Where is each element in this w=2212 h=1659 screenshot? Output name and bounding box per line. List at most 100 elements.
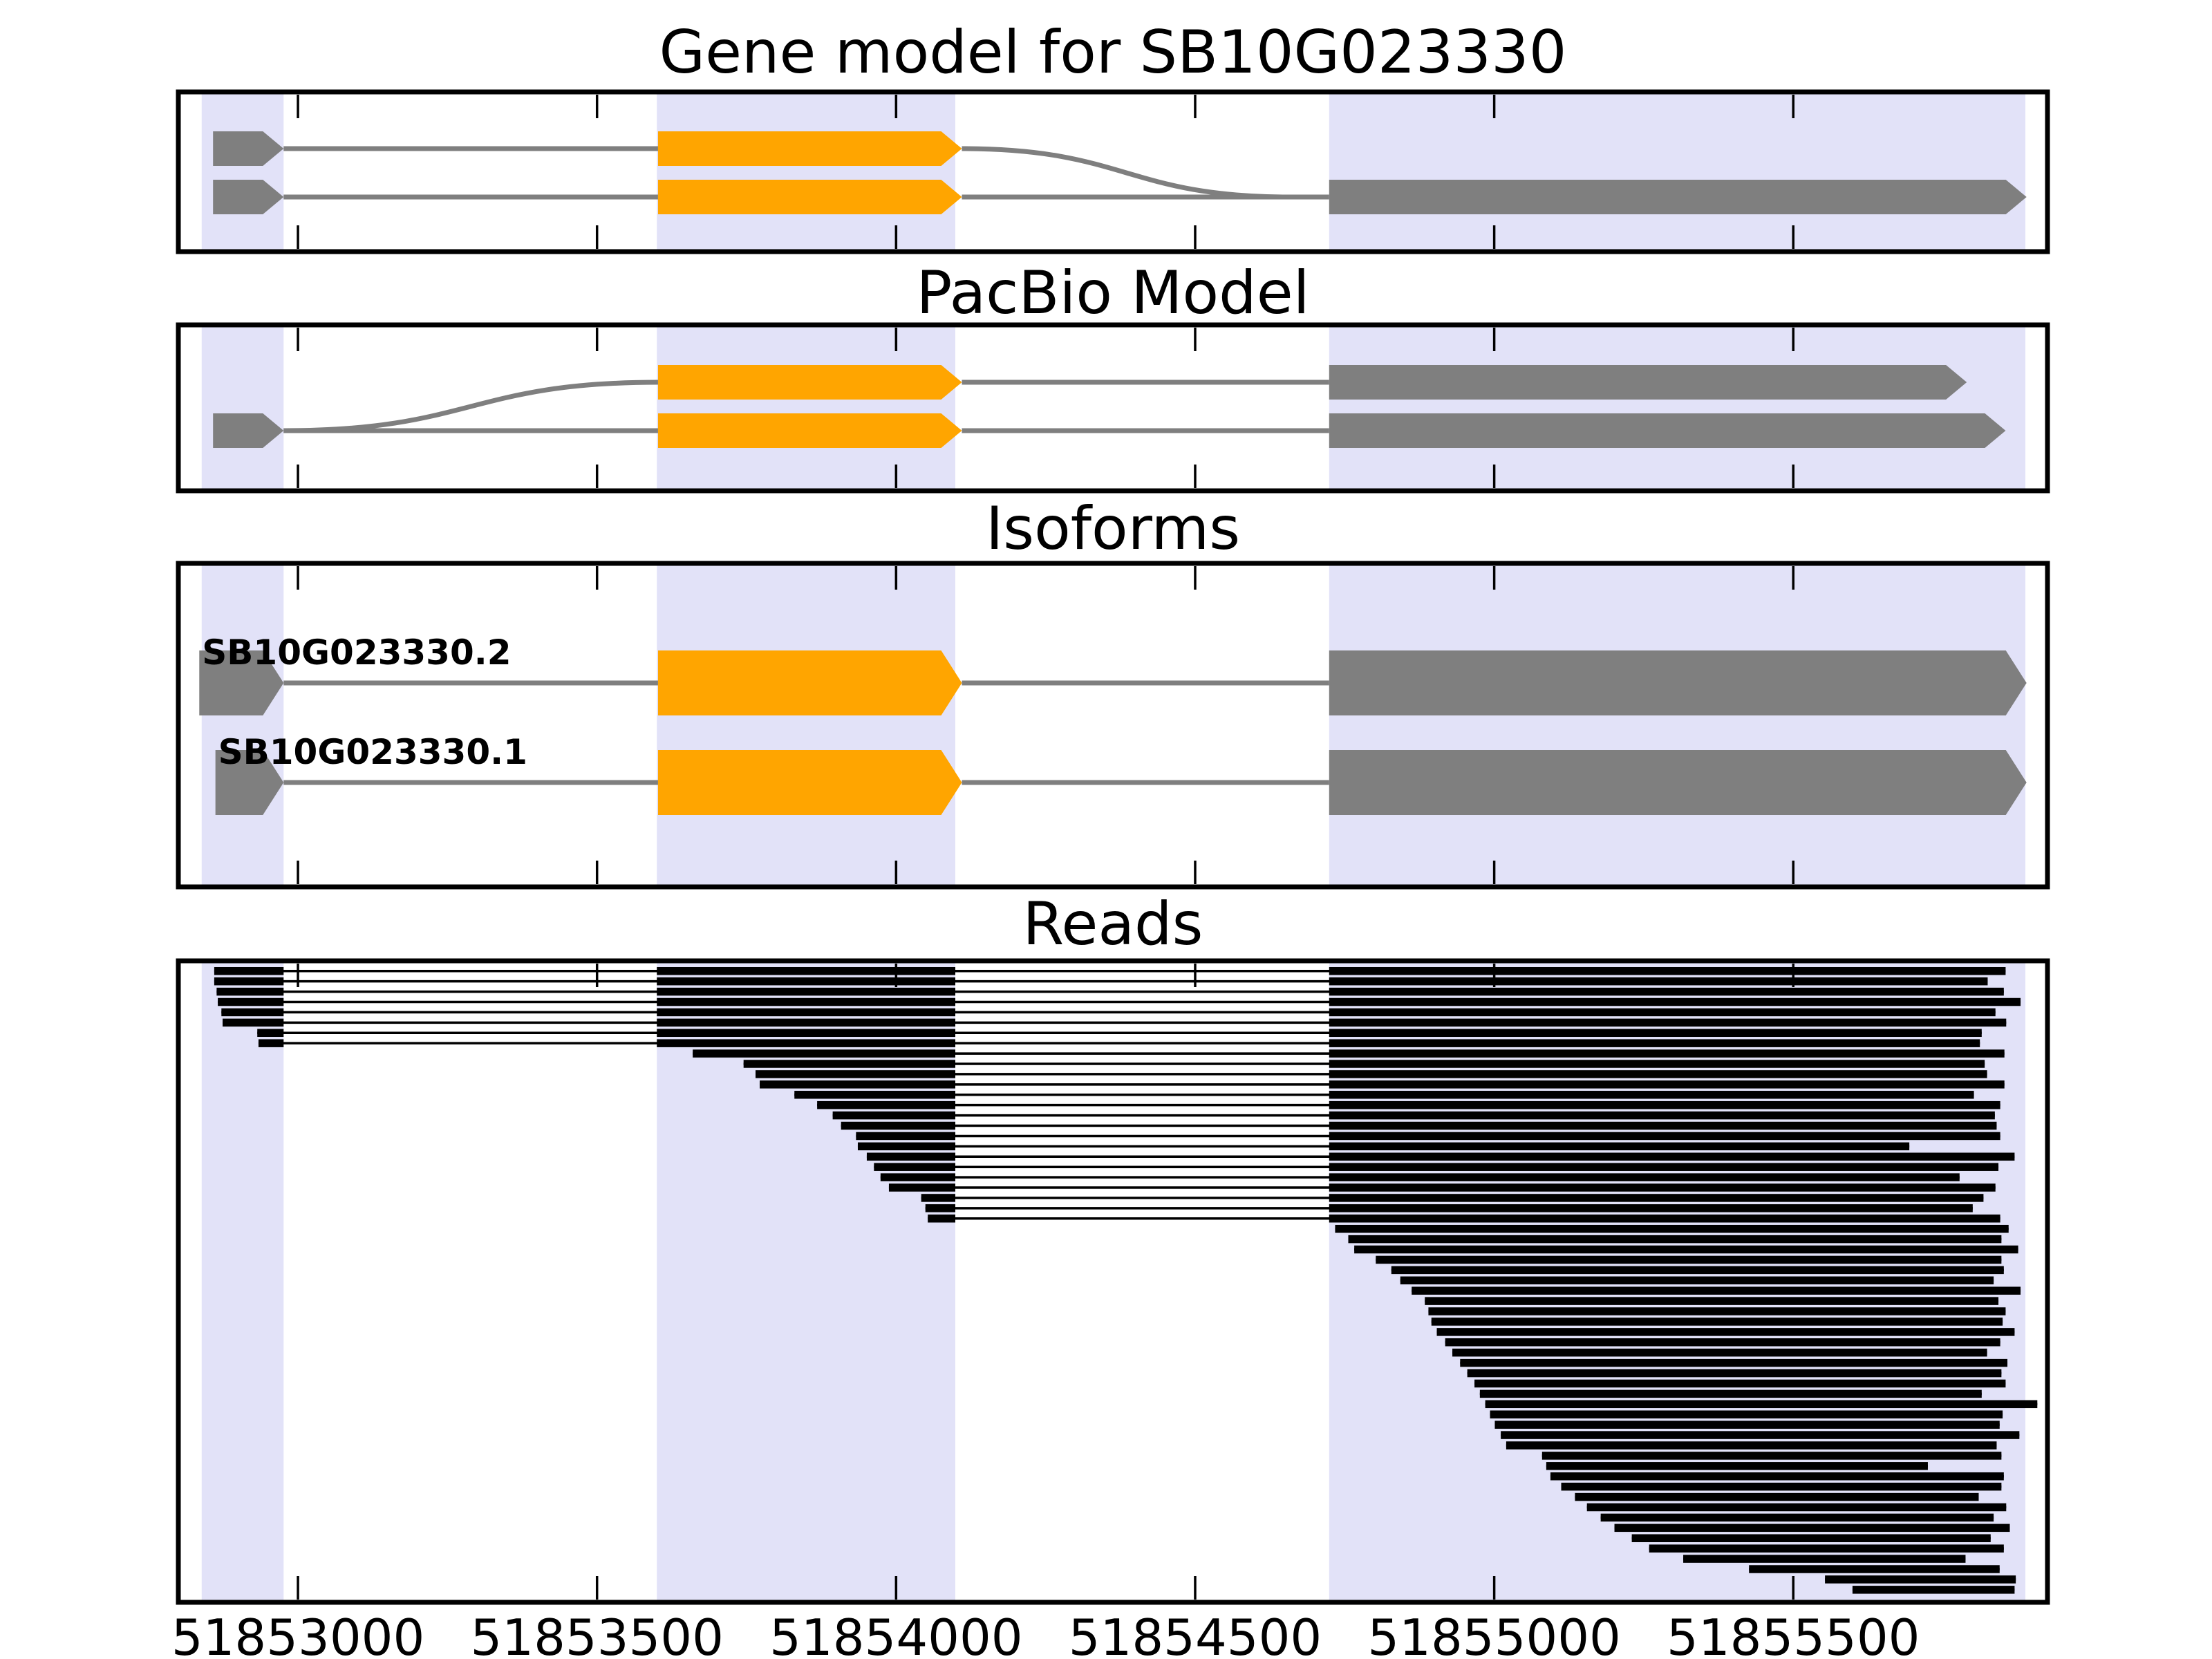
read-alignment-block — [1445, 1338, 2000, 1347]
read-alignment-block — [1683, 1555, 1966, 1563]
x-axis-tick-label: 51855500 — [1667, 1609, 1920, 1659]
read-alignment-block — [857, 1142, 955, 1151]
read-alignment-block — [888, 1183, 955, 1192]
transcript-right-exon — [1329, 750, 2027, 815]
read-alignment-block — [1485, 1400, 2038, 1409]
panel-border — [176, 958, 2050, 1605]
x-axis-tick-label: 51854000 — [769, 1609, 1022, 1659]
read-alignment-block — [1329, 1008, 1996, 1017]
read-alignment-block — [921, 1194, 955, 1202]
transcript-left-exon — [213, 180, 284, 214]
isoforms-panel-title: Isoforms — [986, 494, 1240, 563]
read-alignment-block — [880, 1173, 955, 1181]
isoform-label: SB10G023330.1 — [218, 732, 527, 772]
read-alignment-block — [1329, 1018, 2007, 1027]
read-alignment-block — [928, 1215, 955, 1223]
read-alignment-block — [1329, 1132, 2000, 1141]
read-alignment-block — [1400, 1276, 1994, 1285]
read-alignment-block — [1425, 1297, 1999, 1305]
read-alignment-block — [760, 1080, 955, 1089]
transcript-cds-exon — [657, 413, 962, 448]
read-alignment-block — [841, 1121, 955, 1130]
read-alignment-block — [1329, 977, 1988, 986]
exon-highlight-band — [201, 92, 284, 252]
read-alignment-block — [1329, 1029, 1982, 1038]
transcript-left-exon — [215, 750, 284, 815]
pacbio-panel-title: PacBio Model — [916, 259, 1309, 328]
read-alignment-block — [218, 997, 284, 1006]
read-alignment-block — [794, 1091, 955, 1099]
read-alignment-block — [1335, 1224, 2009, 1233]
transcript-cds-exon — [657, 180, 962, 214]
read-alignment-block — [1329, 967, 2006, 975]
panel-border — [176, 322, 2050, 494]
read-alignment-block — [1494, 1421, 2000, 1429]
read-alignment-block — [1354, 1245, 2018, 1254]
read-alignment-block — [223, 1018, 284, 1027]
read-alignment-block — [1329, 1100, 2000, 1109]
read-alignment-block — [1467, 1369, 2002, 1378]
read-alignment-block — [925, 1204, 955, 1212]
read-alignment-block — [1649, 1544, 2004, 1553]
transcript-right-exon — [1329, 413, 2006, 448]
read-alignment-block — [1452, 1348, 1987, 1357]
read-alignment-block — [657, 967, 955, 975]
transcript-cds-exon — [657, 131, 962, 166]
read-alignment-block — [214, 967, 284, 975]
read-alignment-block — [221, 1008, 284, 1017]
read-alignment-block — [1541, 1452, 2002, 1460]
splice-curve — [962, 146, 1291, 200]
splice-curve — [283, 379, 658, 433]
read-alignment-block — [1329, 1111, 1995, 1120]
read-alignment-block — [856, 1132, 955, 1141]
read-alignment-block — [1329, 1142, 1910, 1151]
exon-highlight-band — [657, 92, 955, 252]
read-alignment-block — [743, 1060, 955, 1068]
transcript-left-exon — [213, 413, 284, 448]
read-alignment-block — [1329, 987, 2004, 996]
read-alignment-block — [1329, 1039, 1980, 1047]
read-alignment-block — [1546, 1462, 1928, 1470]
read-alignment-block — [1329, 1070, 1987, 1078]
exon-highlight-band — [1329, 563, 2025, 887]
read-alignment-block — [1749, 1565, 2000, 1573]
read-alignment-block — [1329, 1215, 2000, 1223]
read-alignment-block — [657, 997, 955, 1006]
read-alignment-block — [1501, 1431, 2020, 1439]
exon-highlight-band — [657, 563, 955, 887]
read-alignment-block — [1825, 1575, 2016, 1584]
read-alignment-block — [1600, 1513, 1994, 1522]
read-alignment-block — [1329, 1173, 1960, 1181]
read-alignment-block — [1506, 1441, 1997, 1450]
read-alignment-block — [1329, 1204, 1973, 1212]
transcript-cds-exon — [657, 750, 962, 815]
read-alignment-block — [257, 1029, 284, 1038]
read-alignment-block — [1479, 1389, 1982, 1398]
read-alignment-block — [1376, 1255, 2002, 1264]
transcript-right-exon — [1329, 365, 1967, 400]
transcript-right-exon — [1329, 650, 2027, 715]
transcript-left-exon — [199, 650, 284, 715]
read-alignment-block — [1412, 1286, 2021, 1295]
read-alignment-block — [1631, 1534, 1991, 1542]
exon-highlight-band — [201, 961, 284, 1602]
read-alignment-block — [1329, 1163, 1999, 1171]
read-alignment-block — [1329, 1091, 1974, 1099]
read-alignment-block — [817, 1100, 955, 1109]
read-alignment-block — [1550, 1472, 2004, 1481]
read-alignment-block — [1436, 1328, 2015, 1336]
read-alignment-block — [866, 1152, 955, 1161]
x-axis-tick-label: 51855000 — [1367, 1609, 1620, 1659]
read-alignment-block — [657, 1018, 955, 1027]
read-alignment-block — [1348, 1235, 2002, 1244]
transcript-left-exon — [213, 131, 284, 166]
read-alignment-block — [1490, 1410, 2003, 1418]
exon-highlight-band — [1329, 325, 2025, 491]
read-alignment-block — [832, 1111, 955, 1120]
tracks-root: SB10G023330.2 SB10G023330.1 51853000 518535… — [171, 89, 2050, 1659]
read-alignment-block — [1431, 1318, 2003, 1326]
exon-highlight-band — [201, 563, 284, 887]
exon-highlight-band — [1329, 92, 2025, 252]
read-alignment-block — [874, 1163, 955, 1171]
